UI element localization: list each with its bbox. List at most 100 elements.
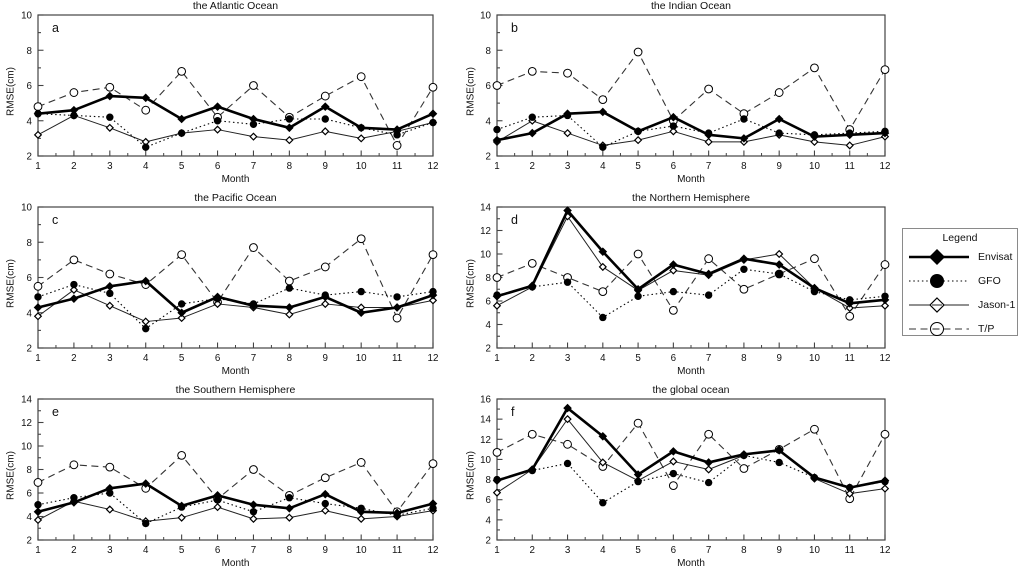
svg-text:1: 1 xyxy=(35,353,40,364)
svg-text:10: 10 xyxy=(21,11,32,22)
svg-text:12: 12 xyxy=(428,161,439,172)
x-axis-label: Month xyxy=(221,558,250,569)
y-axis-label: RMSE(cm) xyxy=(5,259,17,308)
svg-text:12: 12 xyxy=(21,418,32,429)
chart-title: the Atlantic Ocean xyxy=(192,0,279,12)
series-envisat xyxy=(33,276,438,318)
svg-text:14: 14 xyxy=(480,415,491,426)
svg-text:6: 6 xyxy=(486,81,492,92)
series-envisat xyxy=(492,403,890,492)
series-tp xyxy=(33,234,438,323)
svg-text:7: 7 xyxy=(706,353,711,364)
svg-text:4: 4 xyxy=(27,308,33,319)
svg-text:7: 7 xyxy=(706,161,711,172)
chart-title: the Pacific Ocean xyxy=(194,192,277,204)
svg-text:12: 12 xyxy=(480,226,491,237)
svg-text:11: 11 xyxy=(845,545,855,556)
svg-text:1: 1 xyxy=(494,545,499,556)
svg-text:2: 2 xyxy=(530,545,535,556)
chart-pacific: 2 4 6 8 10 1 2 3 4 5 6 7 8 9 10 11 12 the Pacific Ocean … xyxy=(0,192,455,384)
chart-title: the Northern Hemisphere xyxy=(632,192,750,204)
legend-label: T/P xyxy=(978,323,995,335)
svg-text:10: 10 xyxy=(480,455,491,466)
svg-text:2: 2 xyxy=(71,545,76,556)
svg-text:1: 1 xyxy=(494,353,499,364)
svg-text:6: 6 xyxy=(215,161,221,172)
svg-text:5: 5 xyxy=(635,545,641,556)
svg-text:2: 2 xyxy=(530,161,535,172)
x-axis-label: Month xyxy=(221,174,250,185)
svg-text:10: 10 xyxy=(809,353,820,364)
svg-text:8: 8 xyxy=(27,238,33,249)
svg-text:4: 4 xyxy=(600,161,606,172)
series-envisat xyxy=(33,479,438,518)
chart-indian: 2 4 6 8 10 1 2 3 4 5 6 7 8 9 10 11 12 the Indian Ocean b… xyxy=(460,0,900,192)
svg-text:5: 5 xyxy=(179,161,185,172)
svg-text:10: 10 xyxy=(809,545,820,556)
svg-text:4: 4 xyxy=(486,116,492,127)
svg-text:16: 16 xyxy=(480,395,491,406)
svg-text:4: 4 xyxy=(143,353,149,364)
series-gfo xyxy=(493,111,889,151)
envisat-line-icon xyxy=(909,249,969,265)
y-axis-label: RMSE(cm) xyxy=(465,67,477,116)
legend: Legend Envisat GFO Jason-1 T/P xyxy=(902,228,1018,336)
svg-text:3: 3 xyxy=(107,545,113,556)
svg-text:3: 3 xyxy=(107,353,113,364)
jason1-line-icon xyxy=(909,297,969,313)
x-axis-label: Month xyxy=(677,558,705,569)
svg-text:6: 6 xyxy=(215,545,221,556)
svg-text:2: 2 xyxy=(27,344,32,355)
y-axis-label: RMSE(cm) xyxy=(5,67,17,116)
panel-letter: d xyxy=(511,213,518,227)
svg-text:8: 8 xyxy=(287,161,293,172)
svg-text:4: 4 xyxy=(486,515,492,526)
series-tp xyxy=(492,47,890,134)
svg-text:10: 10 xyxy=(356,545,367,556)
svg-text:12: 12 xyxy=(428,545,439,556)
svg-text:8: 8 xyxy=(27,465,33,476)
svg-text:14: 14 xyxy=(480,203,491,214)
svg-text:6: 6 xyxy=(671,161,677,172)
series-envisat xyxy=(33,91,438,134)
svg-text:5: 5 xyxy=(179,545,185,556)
svg-text:4: 4 xyxy=(27,512,33,523)
svg-text:9: 9 xyxy=(323,161,328,172)
svg-text:8: 8 xyxy=(27,46,33,57)
chart-title: the Southern Hemisphere xyxy=(175,384,296,396)
svg-text:4: 4 xyxy=(600,353,606,364)
tp-line-icon xyxy=(909,322,969,336)
svg-text:10: 10 xyxy=(480,250,491,261)
panel-letter: e xyxy=(52,405,59,419)
svg-text:2: 2 xyxy=(486,536,491,547)
svg-text:4: 4 xyxy=(27,116,33,127)
svg-text:9: 9 xyxy=(776,545,781,556)
svg-text:7: 7 xyxy=(706,545,711,556)
svg-text:2: 2 xyxy=(27,536,32,547)
gfo-line-icon xyxy=(909,274,969,288)
svg-text:2: 2 xyxy=(530,353,535,364)
chart-title: the Indian Ocean xyxy=(651,0,731,12)
svg-text:11: 11 xyxy=(845,353,855,364)
series-gfo xyxy=(34,489,437,528)
svg-text:8: 8 xyxy=(486,273,492,284)
x-axis-label: Month xyxy=(221,366,250,377)
svg-text:14: 14 xyxy=(21,395,32,406)
svg-text:2: 2 xyxy=(27,152,32,163)
chart-global-ocean: 2 4 6 8 10 12 14 16 1 2 3 4 5 6 7 8 9 10 11 12 the global o… xyxy=(460,384,900,576)
svg-text:7: 7 xyxy=(251,545,256,556)
svg-text:9: 9 xyxy=(776,161,781,172)
svg-text:7: 7 xyxy=(251,353,256,364)
svg-text:6: 6 xyxy=(671,545,677,556)
svg-text:5: 5 xyxy=(635,353,641,364)
svg-text:2: 2 xyxy=(486,152,491,163)
legend-entry-gfo: GFO xyxy=(903,269,1017,293)
svg-text:8: 8 xyxy=(287,545,293,556)
svg-text:10: 10 xyxy=(480,11,491,22)
svg-text:6: 6 xyxy=(27,273,33,284)
